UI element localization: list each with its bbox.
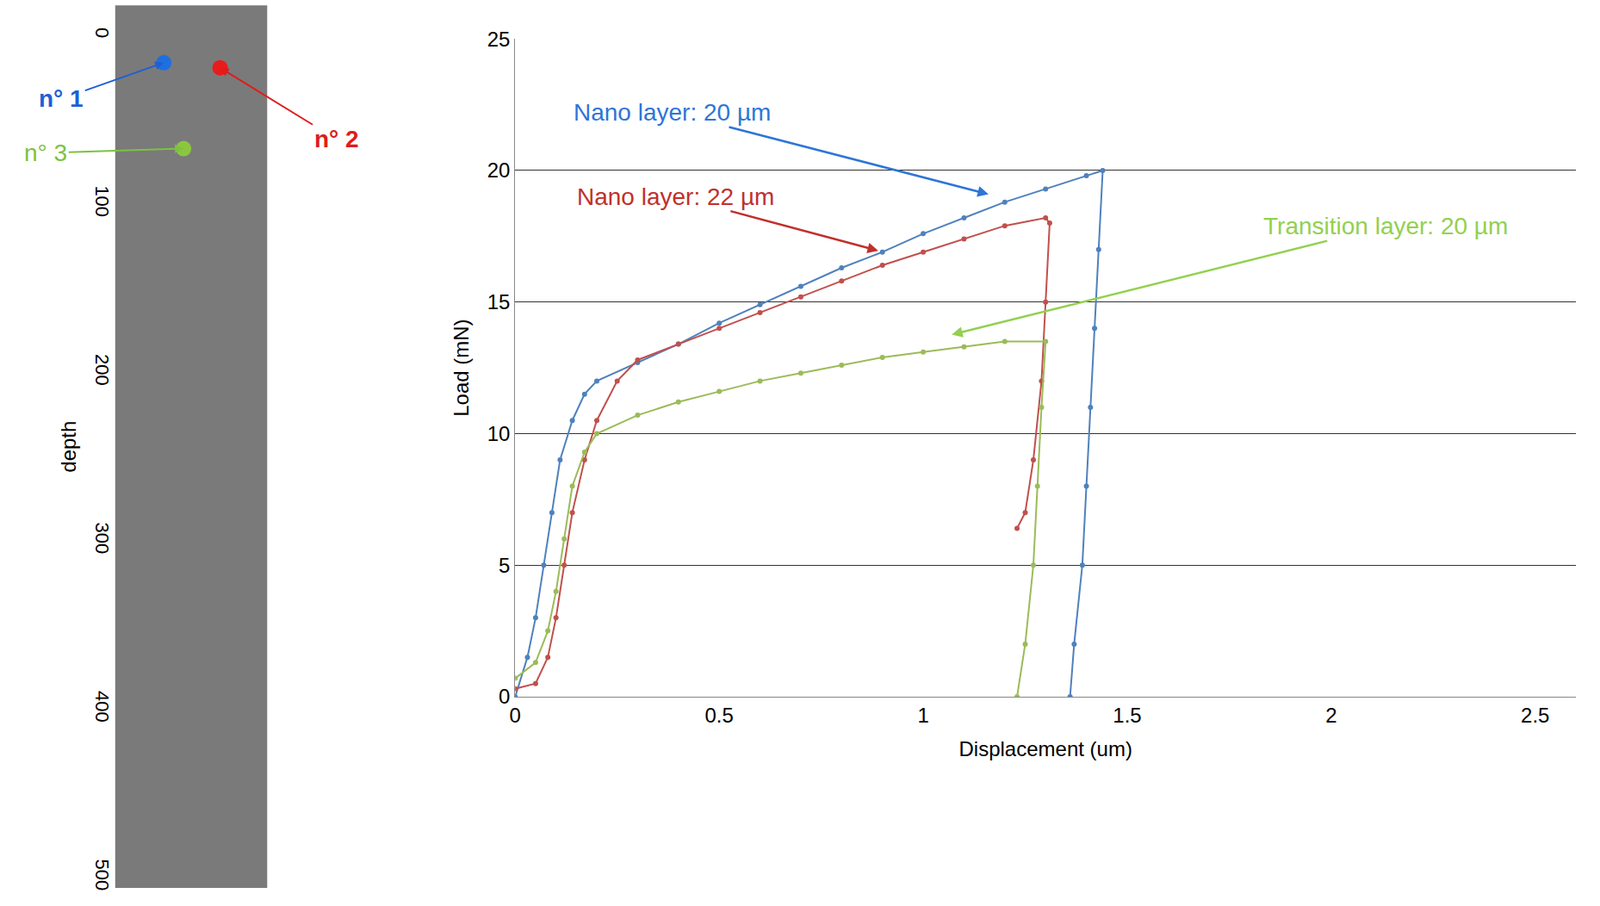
- svg-text:300: 300: [91, 521, 113, 554]
- svg-text:1: 1: [917, 703, 929, 727]
- svg-text:20: 20: [487, 158, 511, 182]
- svg-text:400: 400: [91, 690, 113, 723]
- svg-text:0.5: 0.5: [704, 703, 733, 727]
- svg-text:n° 3: n° 3: [24, 139, 68, 167]
- svg-text:depth: depth: [56, 421, 81, 473]
- svg-text:1.5: 1.5: [1112, 703, 1142, 727]
- svg-text:10: 10: [487, 421, 511, 446]
- svg-text:Nano layer: 22 µm: Nano layer: 22 µm: [576, 183, 775, 211]
- svg-text:n° 1: n° 1: [38, 85, 84, 112]
- svg-text:Transition layer: 20 µm: Transition layer: 20 µm: [1263, 212, 1508, 240]
- svg-text:200: 200: [91, 353, 113, 386]
- svg-text:25: 25: [487, 27, 511, 51]
- svg-text:0: 0: [91, 27, 113, 38]
- svg-text:100: 100: [91, 185, 113, 218]
- svg-text:2: 2: [1325, 703, 1337, 727]
- svg-text:Nano layer: 20 µm: Nano layer: 20 µm: [573, 99, 771, 126]
- svg-text:0: 0: [509, 703, 521, 727]
- svg-text:500: 500: [91, 859, 113, 892]
- svg-text:2.5: 2.5: [1520, 703, 1550, 727]
- svg-text:15: 15: [487, 290, 511, 314]
- svg-text:5: 5: [498, 553, 510, 577]
- svg-text:0: 0: [498, 684, 510, 708]
- svg-text:Load (mN): Load (mN): [449, 318, 473, 416]
- svg-text:Displacement (um): Displacement (um): [959, 737, 1133, 761]
- svg-text:n° 2: n° 2: [314, 125, 360, 153]
